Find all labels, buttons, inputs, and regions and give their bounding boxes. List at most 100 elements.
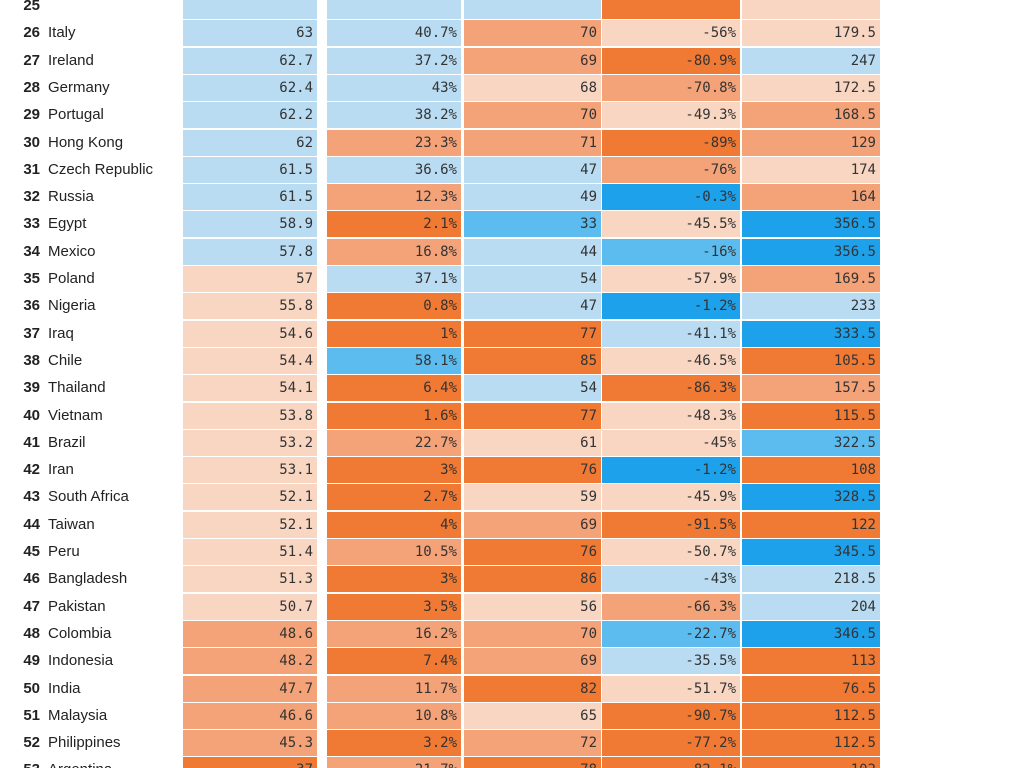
value-cell: 58.1%: [327, 347, 461, 374]
value-cell: -56%: [602, 20, 740, 47]
rank-label: 34: [23, 242, 40, 260]
value-cell: 11.7%: [327, 675, 461, 702]
country-label: Colombia: [48, 624, 112, 642]
table-row: 31 Czech Republic 61.5 36.6% 47 -76% 174: [0, 156, 1025, 183]
value-cell: 1.6%: [327, 402, 461, 429]
value-cell: 322.5: [742, 429, 880, 456]
value-cell: 33: [464, 211, 601, 238]
value-cell: 356.5: [742, 238, 880, 265]
rank-label: 28: [23, 78, 40, 96]
value-cell: 62: [183, 129, 317, 156]
value-cell: -45.9%: [602, 484, 740, 511]
value-cell: 53.8: [183, 402, 317, 429]
value-cell: -22.7%: [602, 620, 740, 647]
country-label: Peru: [48, 543, 80, 560]
value-cell: 43%: [327, 74, 461, 101]
value-cell: 346.5: [742, 620, 880, 647]
value-cell: 76: [464, 457, 601, 484]
country-label: Philippines: [48, 734, 121, 752]
value-cell: 47.7: [183, 675, 317, 702]
value-cell: 54: [464, 266, 601, 292]
table-row: 33 Egypt 58.9 2.1% 33 -45.5% 356.5: [0, 211, 1025, 238]
rank-label: 26: [23, 24, 40, 42]
value-cell: 345.5: [742, 539, 880, 565]
value-cell: 77: [464, 320, 601, 347]
value-cell: [602, 0, 740, 19]
country-label: Ireland: [48, 51, 94, 69]
value-cell: -48.3%: [602, 402, 740, 429]
value-cell: 16.2%: [327, 620, 461, 647]
value-cell: 72: [464, 730, 601, 757]
country-label: Taiwan: [48, 515, 95, 533]
value-cell: 47: [464, 293, 601, 320]
table-row: 36 Nigeria 55.8 0.8% 47 -1.2% 233: [0, 293, 1025, 320]
value-cell: 37.1%: [327, 266, 461, 292]
value-cell: 50.7: [183, 593, 317, 620]
rank-label: 53: [0, 757, 40, 768]
table-row: 51 Malaysia 46.6 10.8% 65 -90.7% 112.5: [0, 702, 1025, 729]
value-cell: 56: [464, 593, 601, 620]
rank-label: 38: [23, 351, 40, 369]
value-cell: -89%: [602, 129, 740, 156]
rank-label: 40: [23, 406, 40, 424]
value-cell: 70: [464, 102, 601, 129]
value-cell: 2.7%: [327, 484, 461, 511]
value-cell: 52.1: [183, 484, 317, 511]
country-label: Portugal: [48, 106, 104, 124]
value-cell: 40.7%: [327, 20, 461, 47]
value-cell: 23.3%: [327, 129, 461, 156]
value-cell: 1%: [327, 320, 461, 347]
value-cell: 85: [464, 347, 601, 374]
value-cell: -77.2%: [602, 730, 740, 757]
rank-label: 29: [23, 106, 40, 124]
value-cell: -51.7%: [602, 675, 740, 702]
value-cell: 61: [464, 429, 601, 456]
country-label: Thailand: [48, 379, 106, 397]
value-cell: 68: [464, 74, 601, 101]
table-row: 49 Indonesia 48.2 7.4% 69 -35.5% 113: [0, 648, 1025, 675]
value-cell: 54.6: [183, 320, 317, 347]
value-cell: 37: [183, 757, 317, 768]
value-cell: 122: [742, 511, 880, 538]
value-cell: 69: [464, 47, 601, 74]
table-row: 41 Brazil 53.2 22.7% 61 -45% 322.5: [0, 429, 1025, 456]
value-cell: 82: [464, 675, 601, 702]
rank-label: 48: [23, 624, 40, 642]
value-cell: 58.9: [183, 211, 317, 238]
value-cell: 70: [464, 620, 601, 647]
rank-label: 45: [23, 543, 40, 560]
value-cell: 36.6%: [327, 156, 461, 183]
value-cell: 70: [464, 20, 601, 47]
value-cell: -90.7%: [602, 702, 740, 729]
country-label: Italy: [48, 24, 76, 42]
table-row: 52 Philippines 45.3 3.2% 72 -77.2% 112.5: [0, 730, 1025, 757]
table-row: 28 Germany 62.4 43% 68 -70.8% 172.5: [0, 74, 1025, 101]
rank-label: 31: [23, 160, 40, 178]
rank-label: 32: [23, 188, 40, 206]
value-cell: 112.5: [742, 730, 880, 757]
table-row: 34 Mexico 57.8 16.8% 44 -16% 356.5: [0, 238, 1025, 265]
value-cell: 71: [464, 129, 601, 156]
value-cell: 6.4%: [327, 375, 461, 402]
value-cell: 115.5: [742, 402, 880, 429]
value-cell: 62.2: [183, 102, 317, 129]
country-label: Vietnam: [48, 406, 103, 424]
value-cell: -66.3%: [602, 593, 740, 620]
value-cell: 179.5: [742, 20, 880, 47]
value-cell: 113: [742, 648, 880, 675]
value-cell: 102: [742, 757, 880, 768]
value-cell: 233: [742, 293, 880, 320]
value-cell: 10.8%: [327, 702, 461, 729]
value-cell: 62.7: [183, 47, 317, 74]
rank-label: 49: [23, 652, 40, 670]
rank-label: 44: [23, 515, 40, 533]
value-cell: 48.2: [183, 648, 317, 675]
value-cell: 3%: [327, 566, 461, 593]
table-row: 25: [0, 0, 1025, 19]
country-label: Poland: [48, 270, 95, 287]
rank-label: 36: [23, 297, 40, 315]
rank-label: 39: [23, 379, 40, 397]
value-cell: 46.6: [183, 702, 317, 729]
value-cell: 2.1%: [327, 211, 461, 238]
